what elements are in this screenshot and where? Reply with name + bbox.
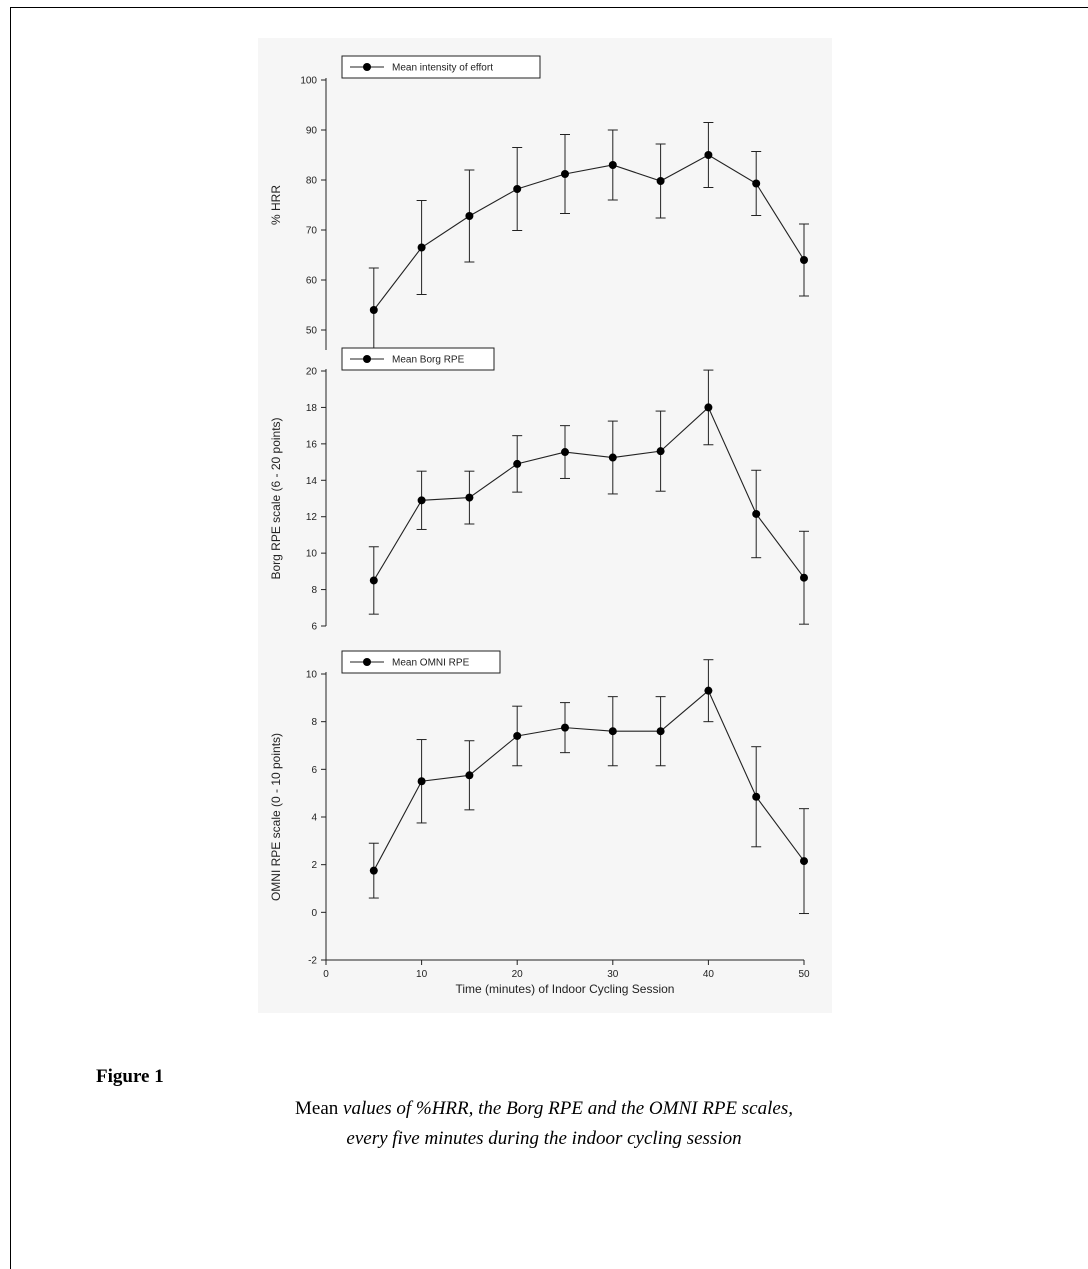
caption-italic-text-1: values of %HRR, the Borg RPE and the OMN… [343,1098,793,1119]
chart-3-data-point [561,723,569,732]
chart-3-data-point [513,731,522,740]
chart-3-y-tick-label: 8 [311,717,317,728]
chart-3-legend-marker [363,658,371,666]
chart-2-legend-box [341,347,495,371]
chart-3-x-tick-label: 50 [798,969,810,980]
chart-2-data-point [704,403,713,412]
chart-2-data-point [656,447,665,456]
chart-1-y-tick-label: 90 [306,126,318,137]
chart-3-data-point [704,686,713,695]
chart-1-legend-label: Mean intensity of effort [392,63,493,74]
chart-2-legend-label: Mean Borg RPE [392,355,465,366]
chart-1-data-point [369,306,378,314]
chart-3-legend-label: Mean OMNI RPE [392,658,470,669]
chart-3-y-axis-title: OMNI RPE scale (0 - 10 points) [269,733,283,901]
chart-3-y-tick-label: 0 [311,908,317,919]
chart-3-series-line [373,689,805,871]
chart-1-data-point [513,185,522,193]
chart-3-x-tick-label: 0 [323,969,329,980]
chart-3-data-point [752,792,761,801]
chart-3-data-point [656,727,665,736]
chart-1-y-axis-title: % HRR [269,185,283,225]
chart-2-y-tick-label: 8 [311,585,317,596]
chart-2-legend-marker [363,355,371,363]
chart-2-data-point [513,459,522,468]
figure-caption: Mean values of %HRR, the Borg RPE and th… [90,1094,998,1154]
chart-1-data-point [608,161,617,169]
page-frame [10,7,1088,1269]
caption-plain-text: Mean [295,1098,344,1119]
chart-1-data-point [417,243,426,252]
chart-2-data-point [561,448,569,457]
chart-3-x-tick-label: 30 [607,969,619,980]
chart-3-data-point [608,727,617,736]
chart-2-y-tick-label: 14 [306,476,318,487]
chart-3-x-tick-label: 40 [703,969,715,980]
chart-3-y-tick-label: 4 [311,813,317,824]
chart-1-legend-box [341,55,541,79]
chart-1-data-point [800,256,808,264]
chart-2-y-tick-label: 6 [311,622,317,633]
chart-1-legend-marker [363,63,371,71]
chart-2-data-point [800,573,808,582]
chart-1-y-tick-label: 50 [306,326,318,337]
chart-2-data-point [369,576,378,585]
chart-2-y-tick-label: 20 [306,367,318,378]
chart-3-y-tick-label: 2 [311,860,317,871]
chart-2-data-point [417,496,426,505]
chart-2-data-point [465,493,474,502]
chart-1-data-point [465,212,474,220]
chart-2-series-line [373,406,805,581]
chart-3-x-tick-label: 20 [512,969,524,980]
chart-1-y-tick-label: 100 [300,76,317,87]
chart-2-y-tick-label: 18 [306,403,318,414]
chart-2-y-axis-title: Borg RPE scale (6 - 20 points) [269,417,283,579]
caption-italic-text-2: every five minutes during the indoor cyc… [346,1128,742,1149]
chart-3-data-point [800,857,808,866]
chart-1-data-point [561,170,569,178]
chart-1-data-point [752,179,761,188]
chart-2-data-point [752,509,761,518]
chart-3-y-tick-label: -2 [308,956,317,967]
caption-line-2: every five minutes during the indoor cyc… [90,1124,998,1154]
chart-1-y-tick-label: 80 [306,176,318,187]
chart-3-data-point [417,777,426,786]
figure-label: Figure 1 [96,1066,164,1087]
caption-line-1: Mean values of %HRR, the Borg RPE and th… [90,1094,998,1124]
chart-1-series-line [373,154,805,311]
chart-1-data-point [704,151,713,159]
chart-2-y-tick-label: 16 [306,439,318,450]
chart-3-data-point [465,771,474,780]
chart-2-y-tick-label: 10 [306,549,318,560]
chart-1-y-tick-label: 70 [306,226,318,237]
chart-1-y-tick-label: 60 [306,276,318,287]
chart-1-data-point [656,177,665,185]
chart-3-y-tick-label: 10 [306,670,318,681]
chart-3-legend-box [341,650,501,674]
chart-3-data-point [369,866,378,875]
chart-3-x-axis-title: Time (minutes) of Indoor Cycling Session [456,982,675,996]
chart-2-data-point [608,453,617,462]
chart-3-y-tick-label: 6 [311,765,317,776]
chart-3-x-tick-label: 10 [416,969,428,980]
chart-2-y-tick-label: 12 [306,512,318,523]
figure-chart-panel: 50 60 70 80 90 100% HRR Mean intensity of effo… [258,38,832,1013]
